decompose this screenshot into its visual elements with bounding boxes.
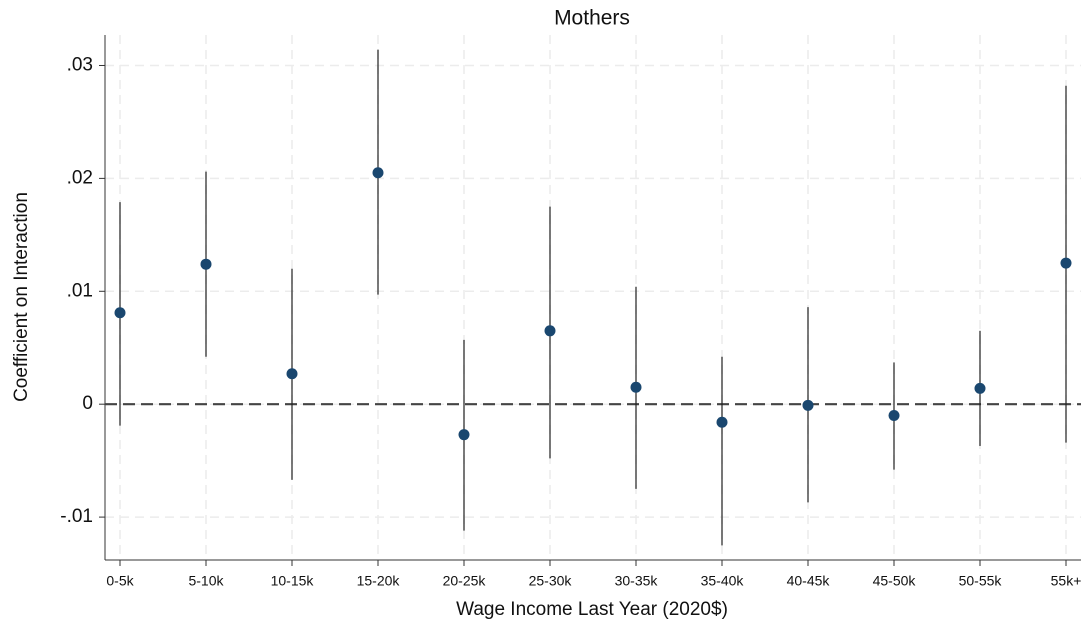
x-tick-label: 45-50k <box>873 573 917 589</box>
y-tick-label: .01 <box>67 280 93 301</box>
point-estimate <box>372 167 384 179</box>
point-estimate <box>114 307 126 319</box>
y-tick-label: .03 <box>67 54 93 75</box>
x-tick-label: 5-10k <box>188 573 224 589</box>
point-estimate <box>1060 257 1072 269</box>
x-tick-label: 20-25k <box>443 573 487 589</box>
point-estimate <box>888 409 900 421</box>
point-estimate <box>458 429 470 441</box>
x-tick-label: 10-15k <box>271 573 315 589</box>
x-tick-label: 40-45k <box>787 573 831 589</box>
x-tick-label: 50-55k <box>959 573 1003 589</box>
x-axis-label: Wage Income Last Year (2020$) <box>456 599 728 620</box>
point-estimate <box>200 258 212 270</box>
y-tick-label: 0 <box>82 393 93 414</box>
point-estimate <box>802 399 814 411</box>
point-estimate <box>630 381 642 393</box>
x-tick-label: 30-35k <box>615 573 659 589</box>
y-tick-label: -.01 <box>60 506 93 527</box>
x-tick-label: 35-40k <box>701 573 745 589</box>
y-axis-label: Coefficient on Interaction <box>11 192 32 402</box>
point-estimate <box>286 368 298 380</box>
x-tick-label: 55k+ <box>1051 573 1082 589</box>
x-tick-label: 25-30k <box>529 573 573 589</box>
y-tick-label: .02 <box>67 167 93 188</box>
x-tick-label: 0-5k <box>106 573 134 589</box>
point-estimate <box>544 325 556 337</box>
point-estimate <box>716 416 728 428</box>
x-tick-label: 15-20k <box>357 573 401 589</box>
point-estimate <box>974 382 986 394</box>
chart-title: Mothers <box>554 7 630 30</box>
